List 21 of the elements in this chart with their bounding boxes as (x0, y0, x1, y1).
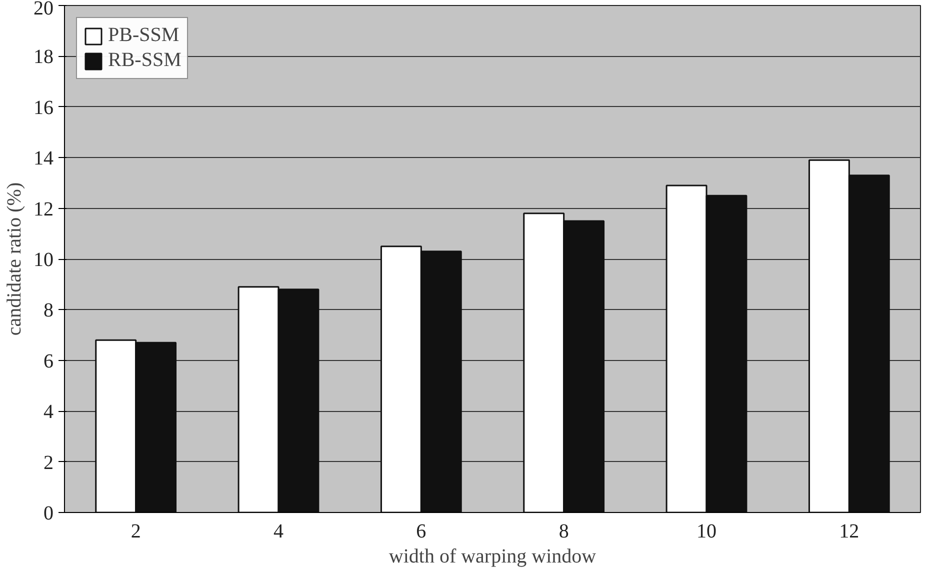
y-tick-label: 12 (34, 198, 54, 220)
y-tick-label: 6 (44, 350, 54, 372)
y-tick-label: 18 (34, 46, 54, 68)
y-tick-label: 4 (44, 401, 54, 424)
legend-label: PB-SSM (108, 24, 180, 47)
x-tick-label: 10 (696, 520, 716, 542)
x-tick-label: 8 (558, 520, 569, 542)
y-tick-label: 0 (44, 502, 54, 524)
legend-label: RB-SSM (108, 49, 182, 72)
y-axis-title: candidate ratio (%) (4, 182, 26, 336)
x-tick-label: 4 (274, 520, 284, 542)
y-tick-label: 8 (44, 300, 54, 322)
x-axis-title: width of warping window (388, 546, 597, 568)
x-tick-label: 6 (416, 520, 426, 542)
y-tick-label: 16 (34, 96, 54, 119)
y-tick-label: 10 (34, 249, 54, 271)
x-tick-label: 2 (130, 520, 141, 542)
y-tick-label: 20 (34, 0, 54, 20)
x-tick-label: 12 (839, 520, 860, 542)
y-tick-label: 2 (44, 452, 54, 474)
y-tick-label: 14 (34, 148, 54, 170)
